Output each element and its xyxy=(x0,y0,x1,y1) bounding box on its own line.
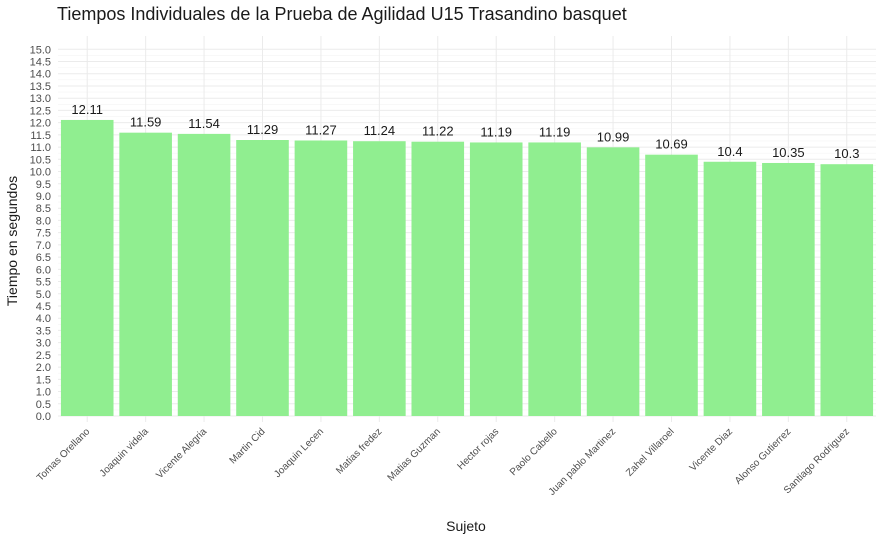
x-axis-title: Sujeto xyxy=(446,518,486,534)
bar-value-label: 11.54 xyxy=(188,116,220,131)
y-tick-label: 15.0 xyxy=(30,44,51,56)
x-tick-label: Hector rojas xyxy=(455,426,501,472)
chart-title: Tiempos Individuales de la Prueba de Agi… xyxy=(57,4,627,24)
y-tick-label: 7.5 xyxy=(36,228,51,240)
y-tick-label: 7.0 xyxy=(36,240,51,252)
bar xyxy=(353,141,406,416)
x-tick-label: Matias Guzman xyxy=(386,426,443,483)
bar-value-label: 11.59 xyxy=(130,115,162,130)
bar xyxy=(586,147,640,417)
value-labels: 12.11 11.59 11.54 11.29 11.27 11.24 11.22 11.19… xyxy=(71,102,859,161)
y-tick-label: 6.0 xyxy=(36,264,51,276)
bar-value-label: 10.3 xyxy=(834,146,859,161)
bar-value-label: 11.27 xyxy=(305,122,337,137)
y-tick-label: 3.0 xyxy=(36,338,51,350)
x-tick-label: Joaquin videla xyxy=(98,426,151,479)
bar xyxy=(411,141,465,416)
y-tick-label: 9.0 xyxy=(36,191,51,203)
x-tick-label: Martin Cid xyxy=(228,426,268,466)
bar xyxy=(60,119,114,416)
bar-value-label: 11.22 xyxy=(422,124,454,139)
y-tick-label: 11.0 xyxy=(30,142,51,154)
bar-value-label: 11.19 xyxy=(480,124,512,139)
bar-value-label: 11.24 xyxy=(364,123,396,138)
bars xyxy=(60,119,874,417)
y-tick-label: 12.0 xyxy=(30,118,51,130)
x-tick-label: Matias fredez xyxy=(334,426,384,476)
y-tick-label: 13.0 xyxy=(30,93,51,105)
bar xyxy=(703,161,757,416)
y-tick-label: 5.5 xyxy=(36,277,51,289)
y-axis-title: Tiempo en segundos xyxy=(4,176,20,306)
y-tick-label: 9.5 xyxy=(36,179,51,191)
y-tick-label: 8.5 xyxy=(36,203,51,215)
x-tick-label: Joaquin Lecen xyxy=(272,426,326,480)
bar xyxy=(294,140,348,416)
y-tick-label: 1.0 xyxy=(36,387,51,399)
x-tick-label: Vicente Diaz xyxy=(688,426,735,473)
bar xyxy=(177,133,231,416)
y-axis-ticks: 0.00.51.01.52.02.53.03.54.04.55.05.56.06… xyxy=(30,44,51,423)
bar xyxy=(119,132,172,416)
x-tick-label: Tomas Orellano xyxy=(35,426,93,484)
y-tick-label: 13.5 xyxy=(30,81,51,93)
y-tick-label: 0.0 xyxy=(36,411,51,423)
bar-value-label: 11.19 xyxy=(539,124,571,139)
x-axis-ticks: Tomas Orellano Joaquin videla Vicente Aleg… xyxy=(35,426,852,498)
y-tick-label: 5.0 xyxy=(36,289,51,301)
bar-value-label: 12.11 xyxy=(71,102,103,117)
bar xyxy=(528,142,581,416)
x-tick-label: Alonso Gutierrez xyxy=(733,426,793,486)
x-tick-label: Vicente Alegria xyxy=(154,426,209,481)
y-tick-label: 4.0 xyxy=(36,313,51,325)
bar-value-label: 10.69 xyxy=(655,137,688,152)
y-tick-label: 0.5 xyxy=(36,399,51,411)
y-tick-label: 3.5 xyxy=(36,325,51,337)
y-tick-label: 4.5 xyxy=(36,301,51,313)
y-tick-label: 2.0 xyxy=(36,362,51,374)
y-tick-label: 11.5 xyxy=(30,130,51,142)
bar-value-label: 10.99 xyxy=(597,129,630,144)
bar xyxy=(469,142,523,416)
bar xyxy=(236,139,289,416)
y-tick-label: 10.0 xyxy=(30,167,51,179)
y-tick-label: 14.5 xyxy=(30,57,51,69)
x-tick-label: Santiago Rodriguez xyxy=(782,426,852,496)
bar xyxy=(820,164,874,416)
x-tick-label: Zahel Villaroel xyxy=(624,426,676,478)
y-tick-label: 14.0 xyxy=(30,69,51,81)
bar-value-label: 11.29 xyxy=(247,122,279,137)
y-tick-label: 2.5 xyxy=(36,350,51,362)
bar-value-label: 10.35 xyxy=(772,145,805,160)
x-tick-label: Paolo Cabello xyxy=(508,426,560,478)
bar xyxy=(762,162,815,416)
bar xyxy=(645,154,698,416)
y-tick-label: 12.5 xyxy=(30,105,51,117)
y-tick-label: 6.5 xyxy=(36,252,51,264)
y-tick-label: 1.5 xyxy=(36,374,51,386)
y-tick-label: 8.0 xyxy=(36,215,51,227)
y-tick-label: 10.5 xyxy=(30,154,51,166)
bar-value-label: 10.4 xyxy=(717,144,742,159)
x-tick-label: Juan pablo Martinez xyxy=(547,426,618,497)
